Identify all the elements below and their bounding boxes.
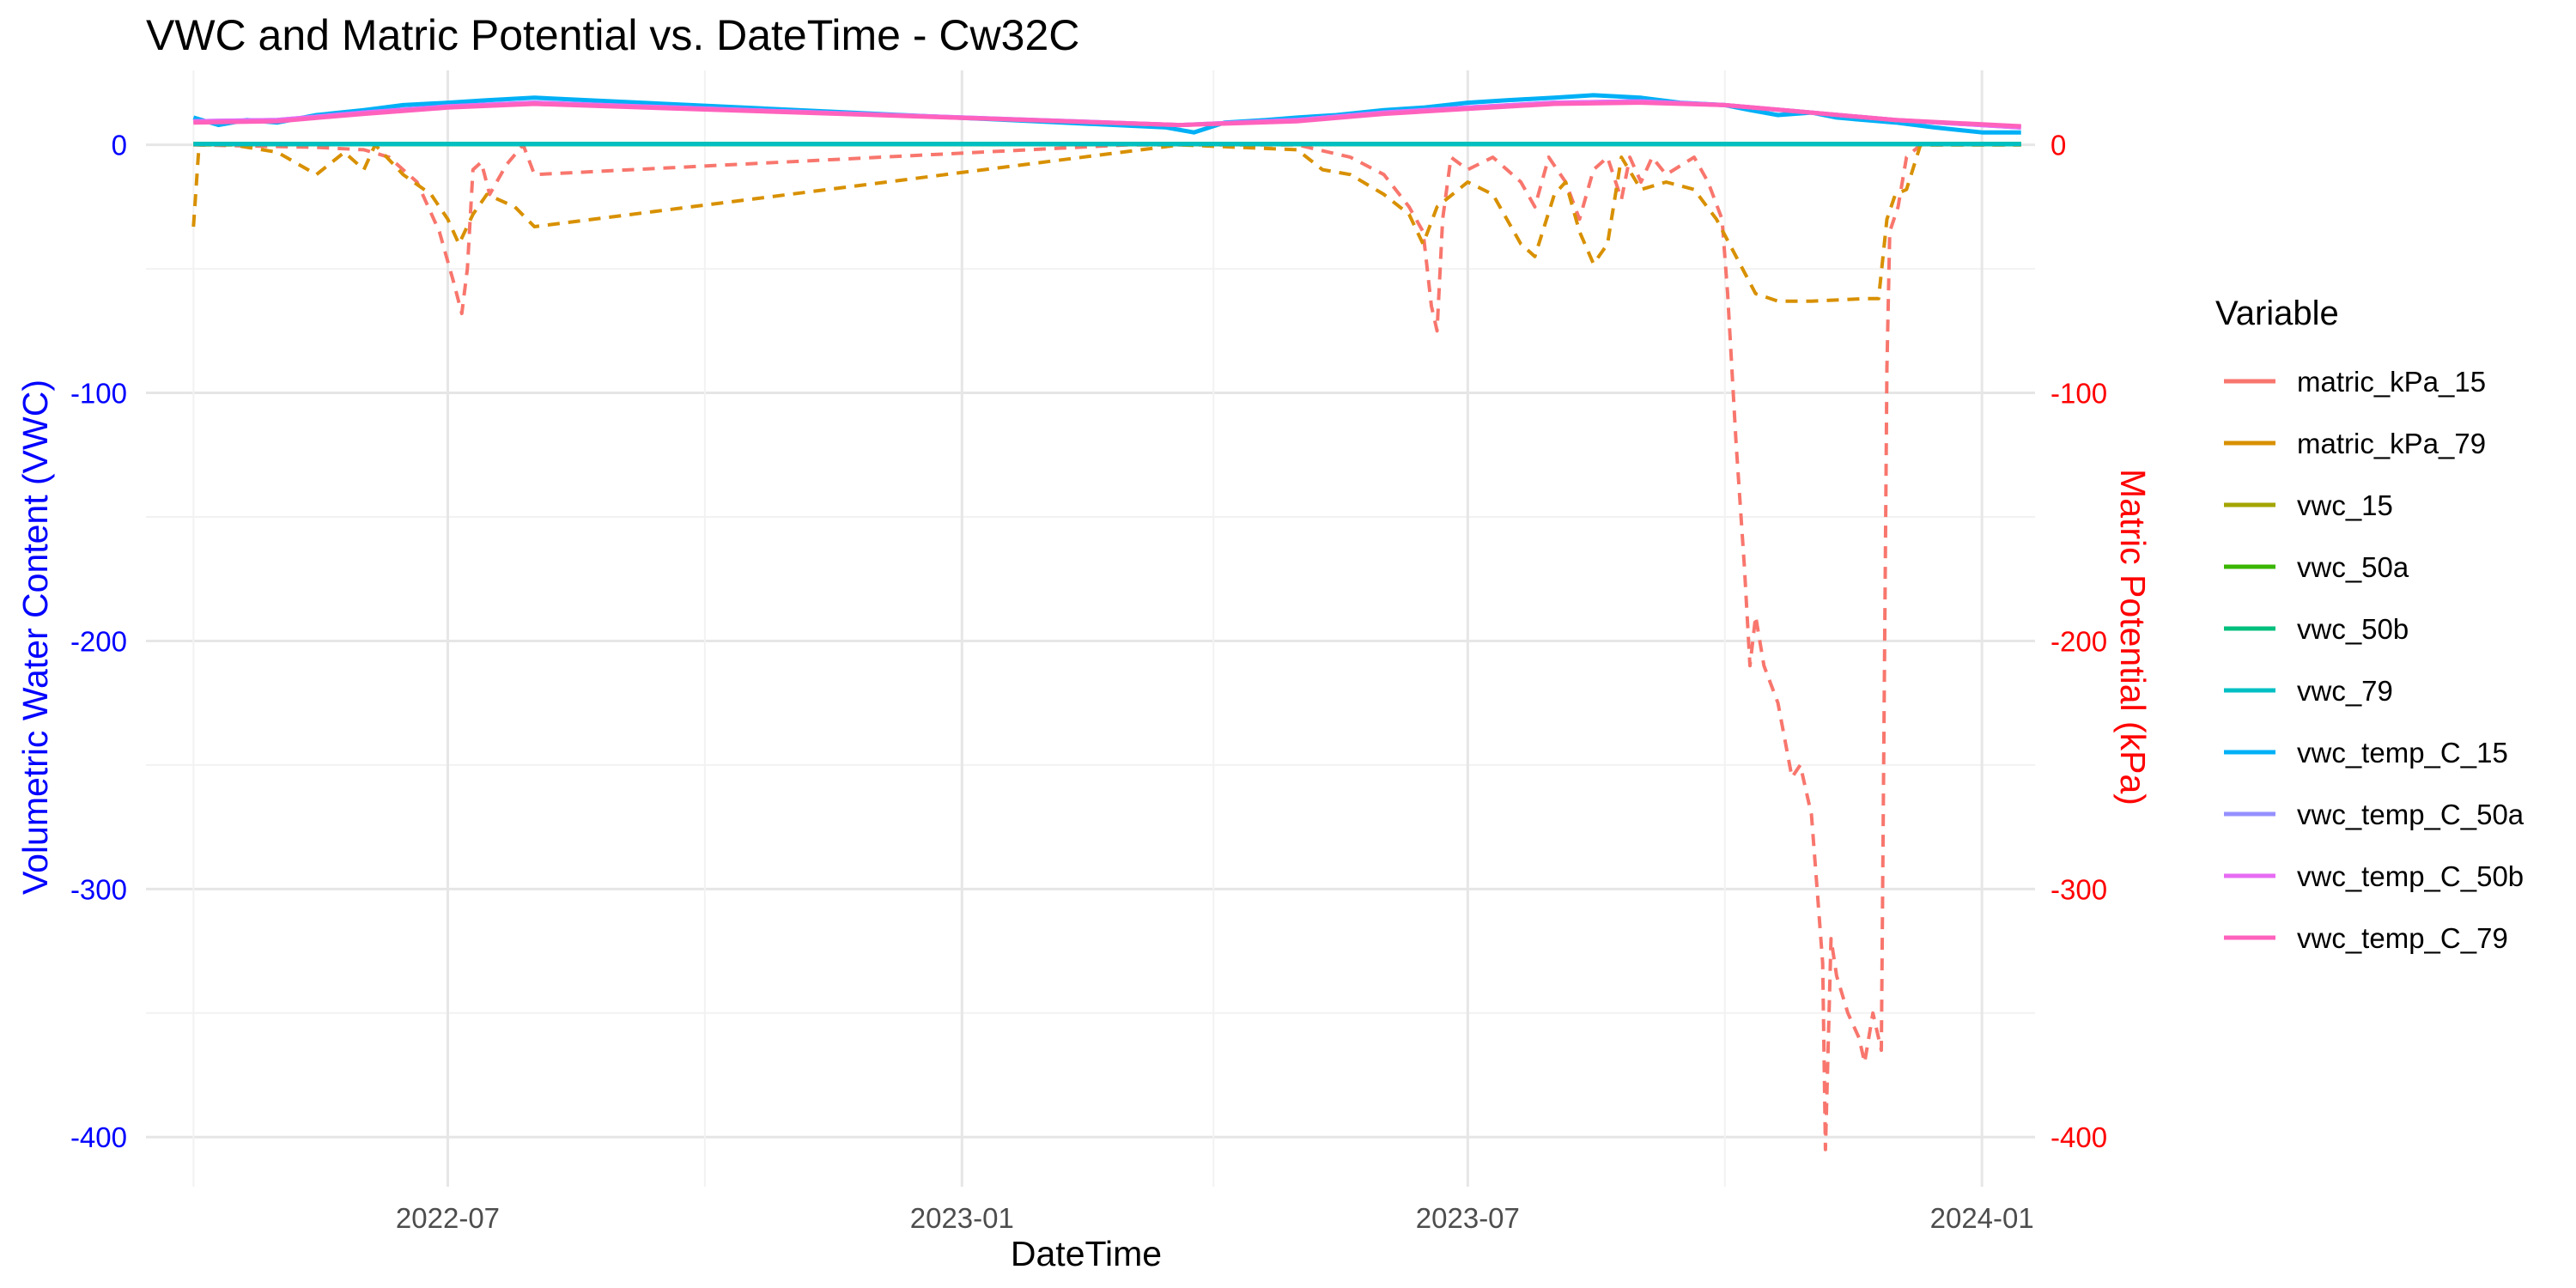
legend-label: vwc_temp_C_50b [2297, 860, 2524, 892]
legend-label: vwc_79 [2297, 675, 2393, 707]
x-tick-label: 2024-01 [1930, 1202, 2034, 1234]
legend-label: vwc_temp_C_50a [2297, 799, 2524, 830]
legend-label: vwc_temp_C_79 [2297, 922, 2508, 954]
tick-labels: 2022-07 2023-01 2023-07 2024-01 0 -100 -200 -30… [70, 130, 2107, 1234]
legend-label: matric_kPa_15 [2297, 366, 2486, 398]
chart-title: VWC and Matric Potential vs. DateTime - … [146, 11, 1079, 59]
legend-item: vwc_79 [2224, 675, 2393, 707]
grid [146, 70, 2035, 1187]
legend-label: vwc_15 [2297, 489, 2393, 521]
series-lines [191, 93, 2021, 1151]
x-axis-label: DateTime [1011, 1234, 1162, 1273]
x-tick-label: 2023-01 [910, 1202, 1014, 1234]
x-tick-label: 2022-07 [396, 1202, 500, 1234]
series-line-vwc_temp_C_79 [193, 100, 2021, 129]
legend-item: vwc_temp_C_50a [2224, 799, 2524, 830]
y-tick-label-left: -100 [70, 378, 127, 410]
y-tick-label-left: -200 [70, 625, 127, 657]
legend-item: vwc_15 [2224, 489, 2393, 521]
legend-label: matric_kPa_79 [2297, 428, 2486, 459]
y-tick-label-left: -300 [70, 873, 127, 905]
legend-item: vwc_50b [2224, 613, 2409, 645]
y-tick-label-left: -400 [70, 1121, 127, 1153]
y-tick-label-right: 0 [2050, 130, 2066, 161]
legend-item: matric_kPa_15 [2224, 366, 2486, 398]
y-tick-label-right: -200 [2050, 625, 2107, 657]
y-tick-label-right: -300 [2050, 873, 2107, 905]
legend-item: vwc_temp_C_50b [2224, 860, 2524, 892]
legend-item: vwc_temp_C_15 [2224, 737, 2508, 769]
legend-item: vwc_50a [2224, 551, 2409, 583]
legend-item: matric_kPa_79 [2224, 428, 2486, 459]
legend-title: Variable [2215, 295, 2339, 332]
y-axis-label-left: Volumetric Water Content (VWC) [15, 380, 55, 895]
legend: matric_kPa_15 matric_kPa_79 vwc_15 vwc_50av… [2224, 366, 2524, 954]
legend-label: vwc_temp_C_15 [2297, 737, 2508, 769]
y-axis-label-right: Matric Potential (kPa) [2113, 469, 2153, 805]
legend-item: vwc_temp_C_79 [2224, 922, 2508, 954]
y-tick-label-right: -400 [2050, 1121, 2107, 1153]
series-line-matric_kPa_15 [193, 143, 2021, 1151]
legend-label: vwc_50a [2297, 551, 2409, 583]
x-tick-label: 2023-07 [1416, 1202, 1520, 1234]
legend-label: vwc_50b [2297, 613, 2409, 645]
y-tick-label-right: -100 [2050, 378, 2107, 410]
y-tick-label-left: 0 [112, 130, 127, 161]
series-line-matric_kPa_79 [191, 143, 2021, 303]
